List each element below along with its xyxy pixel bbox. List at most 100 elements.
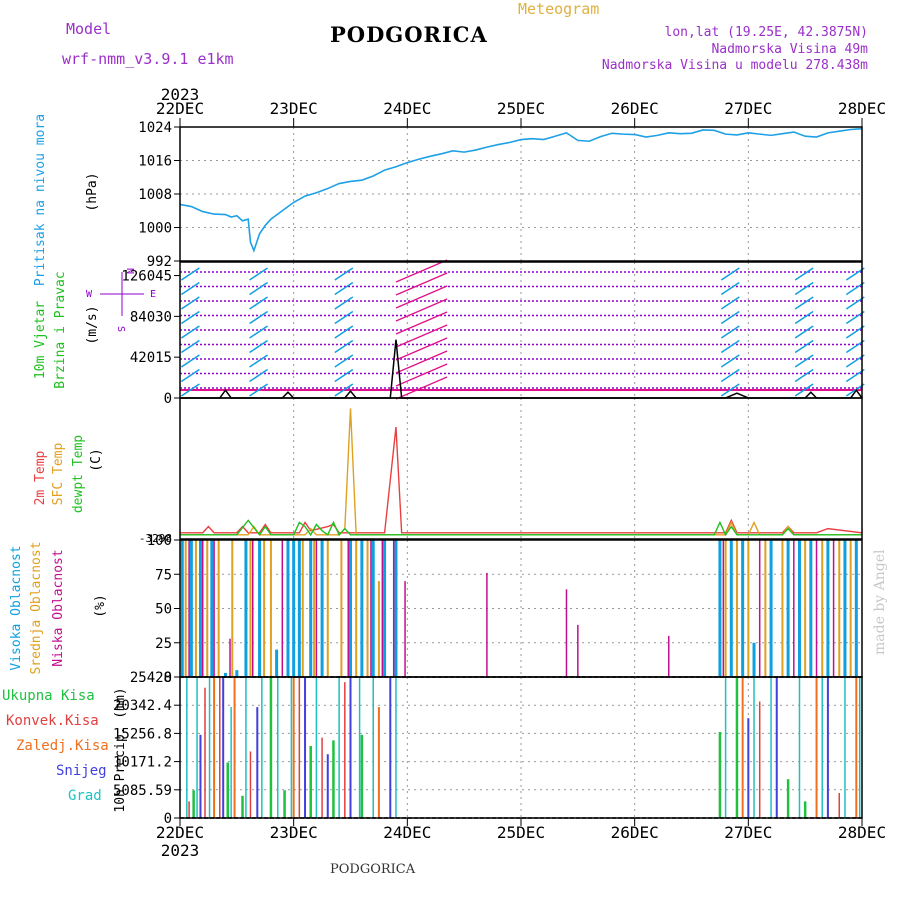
wind-barb bbox=[249, 310, 268, 325]
panel-frame-pressure bbox=[179, 126, 863, 262]
x-tick-label-top: 25DEC bbox=[497, 99, 545, 118]
cloud-mid-bar bbox=[849, 540, 852, 677]
x-tick-label-bottom: 27DEC bbox=[724, 823, 772, 842]
rain-conv-bar bbox=[298, 677, 301, 818]
hail-bar bbox=[798, 677, 801, 818]
wind-barb bbox=[720, 325, 740, 339]
legend-item: Snijeg bbox=[56, 763, 107, 779]
model-label: Model bbox=[66, 20, 112, 38]
snow-bar bbox=[389, 677, 392, 818]
cloud-mid-bar bbox=[326, 540, 329, 677]
cloud-mid-bar bbox=[269, 540, 272, 677]
rain-frz-bar bbox=[233, 677, 236, 818]
x-tick-label-top: 23DEC bbox=[270, 99, 318, 118]
cloud-mid-bar bbox=[747, 540, 750, 677]
hail-bar bbox=[208, 677, 211, 818]
wind-barb bbox=[249, 281, 268, 296]
wind-barb bbox=[794, 296, 814, 310]
wind-barb bbox=[249, 296, 268, 310]
rain-conv-bar bbox=[758, 701, 761, 818]
wind-barb bbox=[794, 267, 814, 281]
rain-conv-bar bbox=[838, 793, 841, 818]
wind-barb bbox=[720, 383, 740, 397]
legend-item: Zaledj.Kisa bbox=[16, 738, 109, 754]
cloud-mid-bar bbox=[377, 581, 380, 677]
y-label-temp-unit: (C) bbox=[89, 448, 104, 471]
panel-frame-temperature bbox=[179, 397, 863, 540]
y-tick-label-pressure: 1016 bbox=[138, 154, 172, 170]
wind-barb bbox=[794, 383, 814, 397]
cloud-low-bar bbox=[832, 540, 835, 677]
rain-total-bar bbox=[360, 734, 364, 818]
cloud-mid-bar bbox=[764, 540, 767, 677]
cloud-low-bar bbox=[347, 540, 349, 677]
y-label-cloud-high: Visoka Oblacnost bbox=[9, 545, 24, 670]
y-label-wind-2: Brzina i Pravac bbox=[53, 271, 68, 388]
wind-barb bbox=[334, 296, 354, 310]
wind-barb bbox=[720, 339, 740, 354]
x-tick-label-top: 24DEC bbox=[383, 99, 431, 118]
rain-total-bar bbox=[803, 801, 807, 818]
y-tick-label-precip: 25428 bbox=[130, 670, 172, 686]
wind-barb bbox=[334, 281, 354, 296]
wind-barb bbox=[249, 354, 268, 368]
meteogram-label: Meteogram bbox=[518, 0, 600, 18]
y-label-temp-dewpt: dewpt Temp bbox=[71, 435, 86, 513]
wind-barb bbox=[180, 368, 200, 383]
wind-barb bbox=[180, 281, 200, 296]
compass-s: S bbox=[115, 326, 126, 332]
temp-2m-line bbox=[180, 426, 863, 534]
snow-bar bbox=[304, 677, 307, 818]
cloud-high-bar bbox=[383, 540, 387, 677]
rain-frz-bar bbox=[855, 677, 858, 818]
y-tick-label-pressure: 1024 bbox=[138, 120, 172, 136]
cloud-low-bar bbox=[565, 589, 568, 677]
cloud-high-bar bbox=[198, 540, 202, 677]
cloud-high-bar bbox=[275, 649, 279, 677]
hail-bar bbox=[821, 677, 823, 818]
y-label-wind: 10m Vjetar bbox=[33, 301, 48, 379]
wind-barb bbox=[334, 267, 354, 281]
cloud-high-bar bbox=[854, 540, 858, 677]
cloud-high-bar bbox=[309, 540, 313, 677]
wind-barb bbox=[334, 368, 354, 383]
wind-barb bbox=[720, 368, 740, 383]
cloud-low-bar bbox=[815, 540, 818, 677]
wind-barb bbox=[334, 354, 354, 368]
hail-bar bbox=[290, 677, 293, 818]
x-tick-label-bottom: 28DEC bbox=[838, 823, 886, 842]
model-elevation-label: Nadmorska Visina u modelu 278.438m bbox=[601, 58, 868, 73]
panel-frame-precipitation bbox=[179, 676, 863, 819]
rain-conv-bar bbox=[249, 751, 252, 818]
y-tick-label-wind: 42015 bbox=[130, 350, 172, 366]
snow-bar bbox=[199, 734, 202, 818]
cloud-low-bar bbox=[251, 540, 254, 677]
hail-bar bbox=[186, 677, 188, 818]
wind-barb bbox=[720, 267, 740, 281]
cloud-mid-bar bbox=[313, 540, 316, 677]
cloud-high-bar bbox=[371, 540, 375, 677]
cloud-high-bar bbox=[349, 540, 352, 677]
wind-barb bbox=[334, 325, 354, 339]
x-tick-label-top: 22DEC bbox=[156, 99, 204, 118]
hail-bar bbox=[245, 677, 247, 818]
cloud-low-bar bbox=[668, 635, 670, 677]
wind-barb bbox=[249, 267, 268, 281]
wind-barb-strong bbox=[395, 376, 448, 400]
hail-bar bbox=[315, 677, 318, 818]
wind-barb bbox=[180, 325, 200, 339]
hail-bar bbox=[724, 677, 727, 818]
cloud-high-bar bbox=[235, 670, 239, 677]
rain-total-bar bbox=[718, 732, 722, 818]
legend-item: Ukupna Kisa bbox=[2, 688, 95, 704]
y-tick-label-cloud: 50 bbox=[155, 602, 172, 618]
cloud-low-bar bbox=[188, 540, 190, 677]
wind-barb bbox=[180, 310, 200, 325]
hail-bar bbox=[858, 677, 861, 818]
y-tick-label-precip: 15256.8 bbox=[113, 726, 172, 742]
cloud-high-bar bbox=[809, 540, 813, 677]
rain-frz-bar bbox=[377, 707, 380, 818]
cloud-high-bar bbox=[286, 540, 290, 677]
wind-barb bbox=[180, 296, 200, 310]
